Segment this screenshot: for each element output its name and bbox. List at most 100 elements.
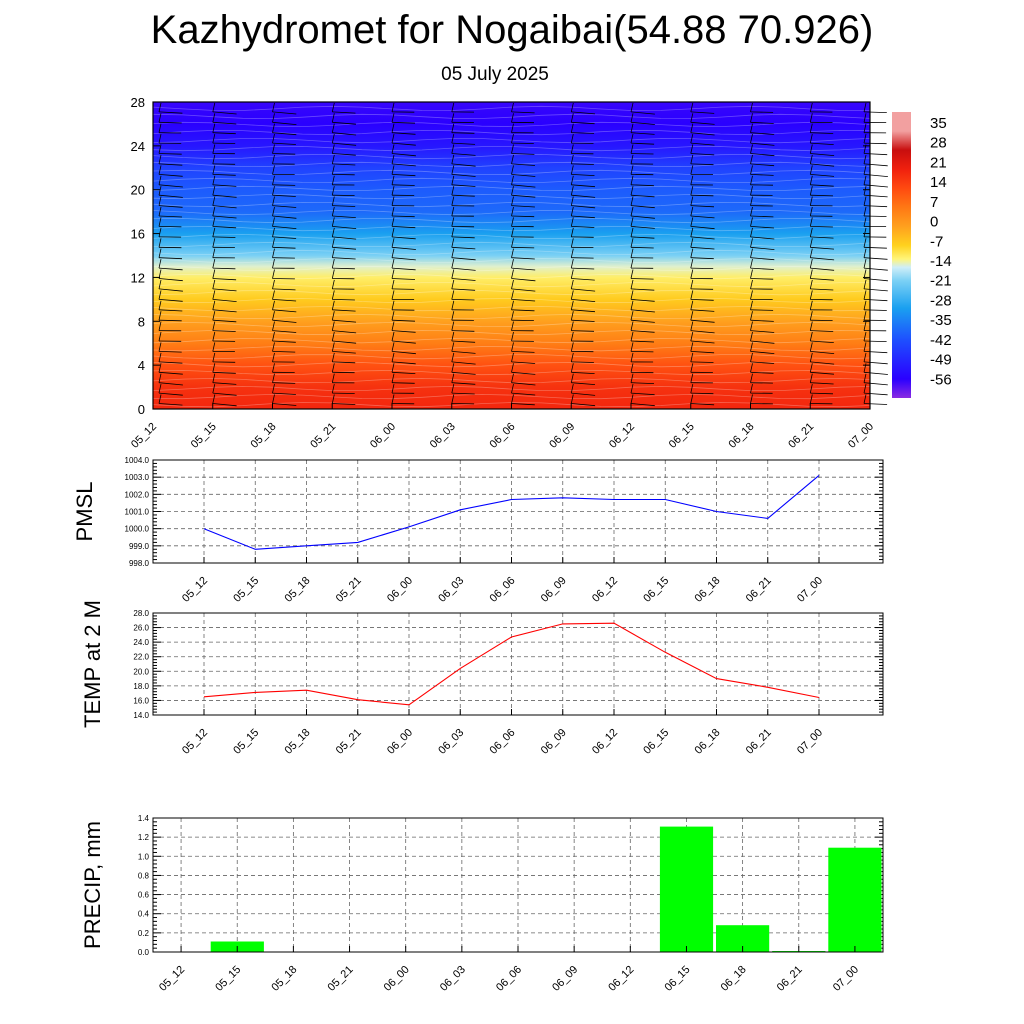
wind-barb-flag: [630, 330, 655, 333]
wind-barb-flag: [272, 153, 296, 155]
wind-barb-flag: [158, 194, 183, 198]
wind-barb-staff: [809, 144, 813, 154]
wind-barb-staff: [630, 363, 634, 373]
x-tick-label: 06_21: [775, 964, 805, 994]
wind-barb-staff: [690, 248, 694, 258]
contour-line: [152, 362, 871, 368]
wind-barb-staff: [451, 352, 455, 362]
wind-barb-staff: [863, 134, 867, 144]
wind-barb-staff: [451, 279, 455, 289]
wind-barb-flag: [158, 309, 183, 312]
wind-barb-flag: [212, 382, 237, 385]
wind-barb-staff: [750, 238, 753, 248]
wind-barb-staff: [331, 394, 335, 404]
x-tick-label: 05_15: [189, 421, 219, 451]
wind-barb-staff: [331, 196, 335, 206]
wind-barb-flag: [332, 299, 355, 301]
wind-barb-staff: [809, 311, 813, 321]
wind-barb-flag: [571, 132, 595, 134]
wind-barb-flag: [863, 184, 888, 188]
y-tick-label: 20.0: [133, 667, 149, 676]
x-tick-label: 06_03: [436, 727, 466, 757]
wind-barb-staff: [809, 279, 813, 289]
wind-barb-flag: [810, 351, 835, 354]
wind-barb-flag: [750, 226, 775, 229]
wind-barb-staff: [331, 300, 335, 310]
y-tick-label: 998.0: [129, 559, 150, 568]
wind-barb-staff: [630, 238, 634, 248]
wind-barb-flag: [212, 299, 237, 302]
wind-barb-staff: [451, 363, 455, 373]
wind-barb-flag: [750, 330, 775, 333]
wind-barb-flag: [810, 174, 835, 177]
x-tick-label: 06_00: [382, 964, 412, 994]
wind-barb-staff: [690, 217, 694, 227]
wind-barb-flag: [451, 153, 476, 156]
wind-barb-flag: [212, 205, 237, 209]
wind-barb-staff: [570, 300, 574, 310]
wind-barb-staff: [331, 186, 335, 196]
wind-barb-staff: [570, 352, 574, 362]
x-tick-label: 06_18: [719, 964, 749, 994]
wind-barb-flag: [810, 361, 835, 365]
wind-barb-flag: [690, 132, 715, 136]
wind-barb-flag: [391, 361, 416, 365]
wind-barb-flag: [451, 278, 476, 281]
wind-barb-staff: [391, 394, 395, 404]
wind-barb-staff: [570, 259, 574, 269]
wind-barb-flag: [630, 403, 655, 407]
wind-barb-flag: [212, 132, 236, 135]
wind-barb-staff: [750, 311, 753, 321]
wind-barb-flag: [863, 371, 888, 375]
wind-barb-staff: [809, 331, 813, 342]
wind-barb-flag: [863, 267, 888, 271]
y-axis-label: TEMP at 2 M: [80, 600, 105, 728]
wind-barb-flag: [212, 288, 237, 292]
y-tick-label: 1001.0: [125, 508, 150, 517]
wind-barb-staff: [809, 165, 813, 175]
grid: [153, 817, 883, 953]
wind-barb-staff: [158, 154, 162, 164]
wind-barb-staff: [331, 311, 335, 321]
wind-barb-flag: [690, 392, 714, 395]
wind-barb-flag: [332, 351, 356, 354]
wind-barb-staff: [511, 300, 514, 310]
wind-barb-staff: [451, 165, 455, 175]
wind-barb-flag: [630, 278, 654, 280]
contour-line: [153, 241, 871, 248]
wind-barb-staff: [690, 384, 694, 394]
wind-barb-staff: [391, 102, 395, 112]
wind-barb-flag: [451, 174, 476, 177]
wind-barb-flag: [332, 226, 357, 229]
wind-barb-staff: [158, 238, 162, 248]
wind-barb-flag: [690, 309, 715, 312]
wind-barb-staff: [272, 269, 275, 279]
wind-barb-staff: [809, 186, 813, 196]
wind-barb-staff: [331, 259, 335, 269]
wind-barb-staff: [272, 102, 275, 112]
wind-barb-staff: [690, 290, 694, 300]
wind-barb-staff: [331, 352, 335, 362]
wind-barb-staff: [750, 186, 753, 196]
wind-barb-staff: [451, 217, 455, 227]
wind-barb-flag: [391, 382, 415, 384]
wind-barb-flag: [158, 351, 182, 353]
wind-barb-flag: [863, 111, 887, 113]
wind-barb-staff: [630, 165, 634, 175]
wind-barb-staff: [331, 384, 335, 394]
contour-line: [152, 153, 871, 160]
wind-barb-staff: [212, 384, 216, 394]
wind-barb-staff: [331, 342, 335, 352]
wind-barb-flag: [750, 340, 775, 344]
wind-barb-flag: [863, 153, 888, 156]
contour-line: [152, 282, 870, 288]
pmsl-panel: 998.0 999.0 1000.0 1001.0 1002.0 1003.0 1004.0…: [72, 456, 884, 605]
wind-barb-flag: [158, 392, 183, 396]
wind-barb-staff: [158, 123, 162, 133]
wind-barb-staff: [391, 342, 395, 352]
x-tick-label: 06_06: [488, 727, 518, 757]
wind-barb-staff: [630, 196, 634, 206]
wind-barb-staff: [570, 217, 574, 227]
x-tick-label: 05_18: [283, 727, 313, 757]
wind-barb-flag: [332, 267, 355, 270]
